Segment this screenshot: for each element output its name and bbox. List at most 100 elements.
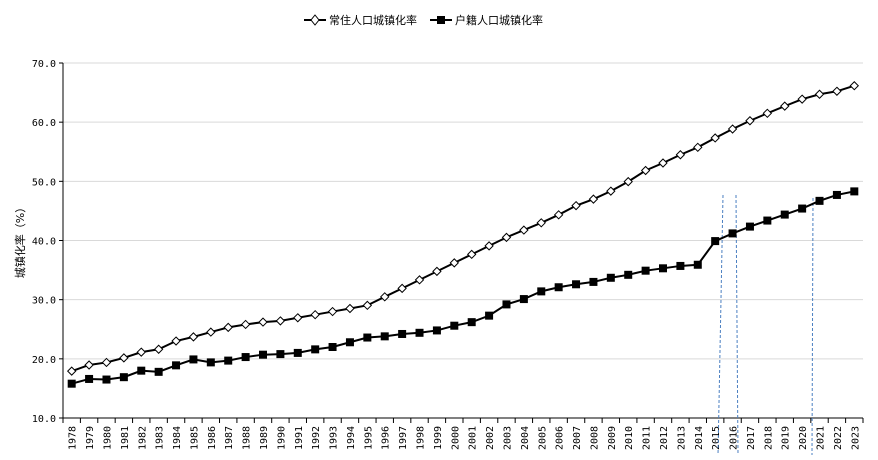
data-point-hukou <box>676 261 685 270</box>
x-tick-label: 1983 <box>155 426 166 450</box>
data-point-hukou <box>554 283 563 292</box>
x-tick-label: 1982 <box>137 426 148 450</box>
data-point-resident <box>171 336 181 346</box>
x-tick-label: 1980 <box>102 426 113 450</box>
x-tick-label: 1981 <box>120 426 131 450</box>
x-tick-label: 2015 <box>711 426 722 450</box>
series-line-1 <box>71 190 855 385</box>
y-tick-label: 40.0 <box>32 237 56 248</box>
data-point-hukou <box>119 373 128 382</box>
data-point-resident <box>84 360 94 370</box>
y-tick-label: 30.0 <box>32 296 56 307</box>
series-line-0 <box>71 84 855 373</box>
data-point-hukou <box>224 356 233 365</box>
data-point-resident <box>66 366 77 376</box>
y-tick-label: 20.0 <box>32 355 56 366</box>
data-point-resident <box>849 81 860 91</box>
x-tick-label: 2008 <box>589 426 600 450</box>
data-point-resident <box>380 292 390 302</box>
data-point-resident <box>136 347 146 357</box>
data-point-hukou <box>659 264 667 273</box>
data-point-resident <box>640 165 651 176</box>
data-point-resident <box>501 232 512 243</box>
x-tick-label: 2016 <box>729 426 740 450</box>
data-point-resident <box>223 322 233 333</box>
y-tick-label: 60.0 <box>32 118 56 129</box>
data-point-hukou <box>172 361 181 370</box>
data-point-resident <box>240 319 251 330</box>
data-point-hukou <box>276 350 285 359</box>
x-tick-label: 2003 <box>502 426 513 450</box>
x-tick-label: 1995 <box>363 426 374 450</box>
data-point-hukou <box>763 216 772 225</box>
data-point-resident <box>606 186 616 196</box>
data-point-hukou <box>641 266 650 275</box>
data-point-hukou <box>519 295 528 304</box>
data-point-resident <box>466 249 477 260</box>
x-tick-label: 1998 <box>416 426 427 450</box>
data-point-resident <box>258 317 268 327</box>
data-point-resident <box>658 158 668 168</box>
legend-label-resident: 常住人口城镇化率 <box>329 13 417 27</box>
data-point-resident <box>623 176 633 187</box>
data-point-hukou <box>137 366 146 375</box>
data-point-hukou <box>102 375 111 384</box>
data-point-resident <box>362 300 373 311</box>
x-tick-label: 2006 <box>555 426 566 450</box>
legend-label-hukou: 户籍人口城镇化率 <box>455 13 543 27</box>
x-tick-label: 1986 <box>207 426 218 450</box>
data-point-hukou <box>450 321 459 330</box>
x-tick-label: 1997 <box>398 426 409 450</box>
x-tick-label: 2014 <box>694 426 705 450</box>
x-tick-label: 1990 <box>276 426 287 450</box>
data-point-resident <box>727 124 738 134</box>
legend-item-resident[interactable]: 常住人口城镇化率 <box>304 13 417 27</box>
x-tick-label: 2019 <box>781 426 792 450</box>
x-tick-label: 2018 <box>763 426 774 450</box>
data-point-resident <box>153 344 164 354</box>
x-tick-label: 1991 <box>294 426 305 450</box>
x-tick-label: 1985 <box>189 426 200 450</box>
data-point-hukou <box>815 196 824 205</box>
data-point-hukou <box>589 277 598 286</box>
x-tick-label: 2013 <box>676 426 687 450</box>
x-tick-label: 1992 <box>311 426 322 450</box>
y-tick-label: 70.0 <box>32 59 56 70</box>
data-point-resident <box>119 353 129 363</box>
y-axis-label: 城镇化率（%） <box>13 202 27 278</box>
x-tick-label: 1987 <box>224 426 235 450</box>
data-point-hukou <box>537 287 546 296</box>
x-tick-label: 1993 <box>329 426 340 450</box>
y-tick-label: 50.0 <box>32 177 56 188</box>
x-tick-label: 2017 <box>746 426 757 450</box>
x-tick-label: 2010 <box>624 426 635 450</box>
data-point-resident <box>327 306 338 317</box>
x-tick-label: 1978 <box>68 426 79 450</box>
x-tick-label: 1989 <box>259 426 270 450</box>
data-point-hukou <box>380 332 389 341</box>
x-tick-label: 1999 <box>433 426 444 450</box>
data-point-hukou <box>415 328 424 337</box>
data-point-hukou <box>345 338 354 347</box>
data-point-hukou <box>311 345 320 354</box>
data-point-hukou <box>432 326 441 335</box>
x-tick-label: 1979 <box>85 426 96 450</box>
data-point-resident <box>745 116 755 126</box>
data-point-resident <box>449 258 460 268</box>
data-point-resident <box>519 225 529 235</box>
x-tick-label: 2002 <box>485 426 496 450</box>
legend-item-hukou[interactable]: 户籍人口城镇化率 <box>430 13 543 27</box>
x-tick-label: 1984 <box>172 426 183 450</box>
data-point-hukou <box>832 190 841 199</box>
data-point-hukou <box>467 318 476 327</box>
x-tick-label: 2011 <box>642 426 653 450</box>
data-point-hukou <box>85 374 94 383</box>
data-point-hukou <box>624 270 633 279</box>
x-tick-label: 2005 <box>537 426 548 450</box>
data-point-hukou <box>259 350 267 359</box>
data-point-resident <box>188 332 199 342</box>
data-point-hukou <box>485 311 494 320</box>
data-point-resident <box>206 327 216 337</box>
data-point-resident <box>397 283 407 294</box>
data-point-resident <box>588 194 599 204</box>
